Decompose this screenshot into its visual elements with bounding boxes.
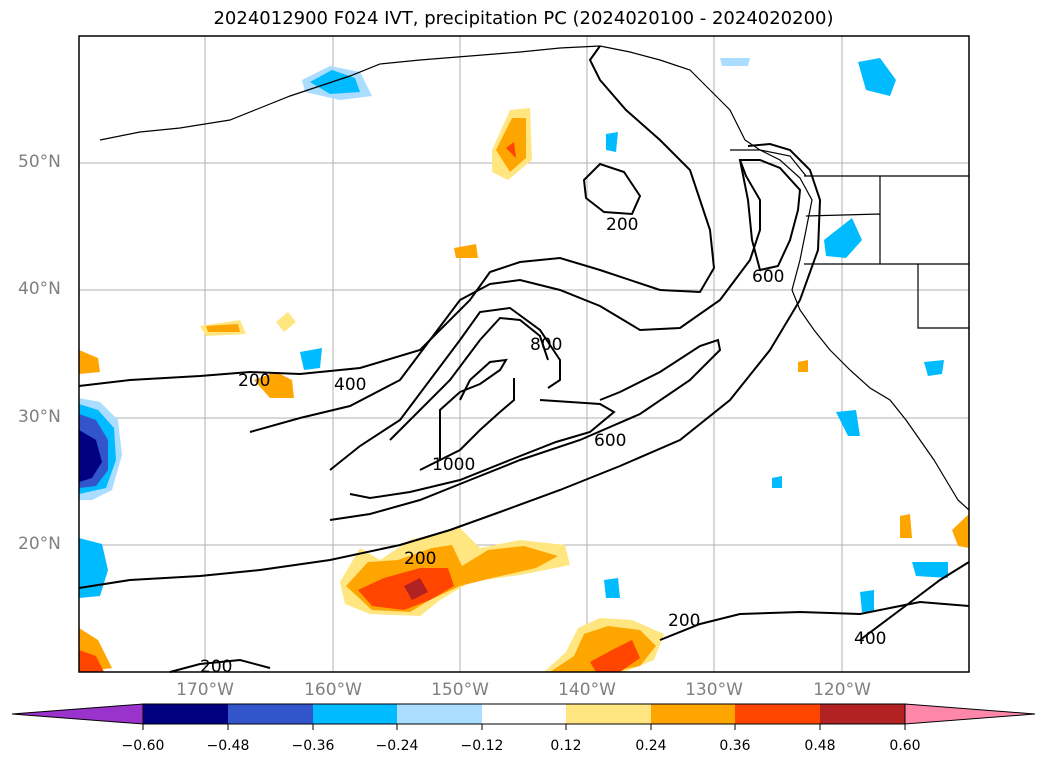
negative-anomaly-area [79,430,102,482]
positive-anomaly-area [206,324,240,332]
negative-anomaly-area [836,410,860,436]
colorbar-tick-label: 0.60 [889,738,921,754]
map-border [78,35,970,673]
longitude-label: 130°W [685,680,743,700]
colorbar-tick-label: −0.36 [291,738,335,754]
coastlines [99,45,970,511]
colorbar [11,703,1036,730]
positive-anomaly-area [952,514,969,548]
contour-label: 800 [530,335,562,355]
latitude-label: 20°N [18,534,61,554]
colorbar-tick-label: 0.12 [550,738,582,754]
negative-anomaly-area [720,58,750,66]
negative-anomaly-area [300,348,322,370]
negative-anomaly-area [860,590,874,612]
positive-anomaly-area [798,360,808,372]
negative-anomaly-area [604,578,620,598]
negative-anomaly-area [858,58,896,96]
latitude-label: 30°N [18,407,61,427]
contour-label: 600 [752,267,784,287]
latitude-label: 40°N [18,279,61,299]
positive-anomaly-area [254,372,294,398]
colorbar-segment [313,704,397,724]
ivt-contour-labels: 200 200 200 200 200 400 400 600 600 800 … [200,215,886,677]
contour-label: 600 [594,431,626,451]
ivt-contour-600 [738,159,802,272]
longitude-label: 150°W [431,680,489,700]
positive-anomaly-area [404,578,428,600]
positive-anomaly-area [454,244,478,258]
map-title: 2024012900 F024 IVT, precipitation PC (2… [213,8,834,29]
ivt-contour-200 [169,658,271,673]
colorbar-segment [397,704,482,724]
latitude-label: 50°N [18,152,61,172]
ivt-contour-600 [349,399,616,500]
contour-label: 200 [668,611,700,631]
colorbar-extend-max [904,703,1036,725]
colorbar-tick-label: 0.36 [719,738,751,754]
negative-anomaly-area [924,360,944,376]
negative-anomaly-area [912,562,948,578]
colorbar-segment [735,704,820,724]
colorbar-outline [142,703,906,725]
contour-label: 1000 [432,455,475,475]
colorbar-tick-label: −0.12 [460,738,504,754]
ivt-contours [78,45,970,673]
positive-anomaly-area [506,142,516,158]
colorbar-tick-label: −0.48 [206,738,250,754]
negative-anomaly-area [606,132,618,152]
longitude-label: 140°W [558,680,616,700]
ivt-contour-400 [329,338,722,521]
positive-anomaly-area [590,640,640,672]
positive-anomaly-area [79,650,104,672]
colorbar-tick-label: 0.24 [635,738,667,754]
colorbar-tick-label: −0.60 [121,738,165,754]
contour-label: 200 [200,657,232,677]
negative-anomaly-area [310,70,360,94]
ivt-contour-400 [249,159,761,433]
positive-anomaly-area [79,350,100,374]
positive-anomaly-area [276,312,296,332]
negative-anomaly-area [772,476,782,488]
colorbar-tick-label: 0.48 [804,738,836,754]
ivt-contour-200 [659,600,970,641]
contour-label: 200 [606,215,638,235]
positive-anomaly-area [900,514,912,538]
longitude-label: 160°W [304,680,362,700]
colorbar-segment [566,704,651,724]
contour-label: 400 [334,375,366,395]
ivt-contour-600 [329,306,561,471]
ivt-contour-400 [859,561,970,641]
contour-label: 200 [404,549,436,569]
ivt-contour-800 [389,316,549,441]
colorbar-segment [820,704,905,724]
ivt-contour-200 [78,142,822,589]
contour-label: 400 [854,629,886,649]
colorbar-segment [651,704,735,724]
colorbar-segment [228,704,313,724]
contour-label: 200 [238,371,270,391]
longitude-label: 170°W [176,680,234,700]
negative-anomaly-area [79,538,108,598]
colorbar-extend-min [11,703,144,725]
ivt-contour-800 [419,378,515,471]
ivt-contour-200 [582,162,642,216]
colorbar-tick-label: −0.24 [375,738,419,754]
ivt-contour-1000 [439,358,508,460]
negative-anomaly-area [824,218,862,258]
ivt-contour-200 [78,45,716,387]
colorbar-segment [482,704,566,724]
longitude-label: 120°W [813,680,871,700]
colorbar-segment [143,704,228,724]
precipitation-anomaly-shading [79,58,969,672]
